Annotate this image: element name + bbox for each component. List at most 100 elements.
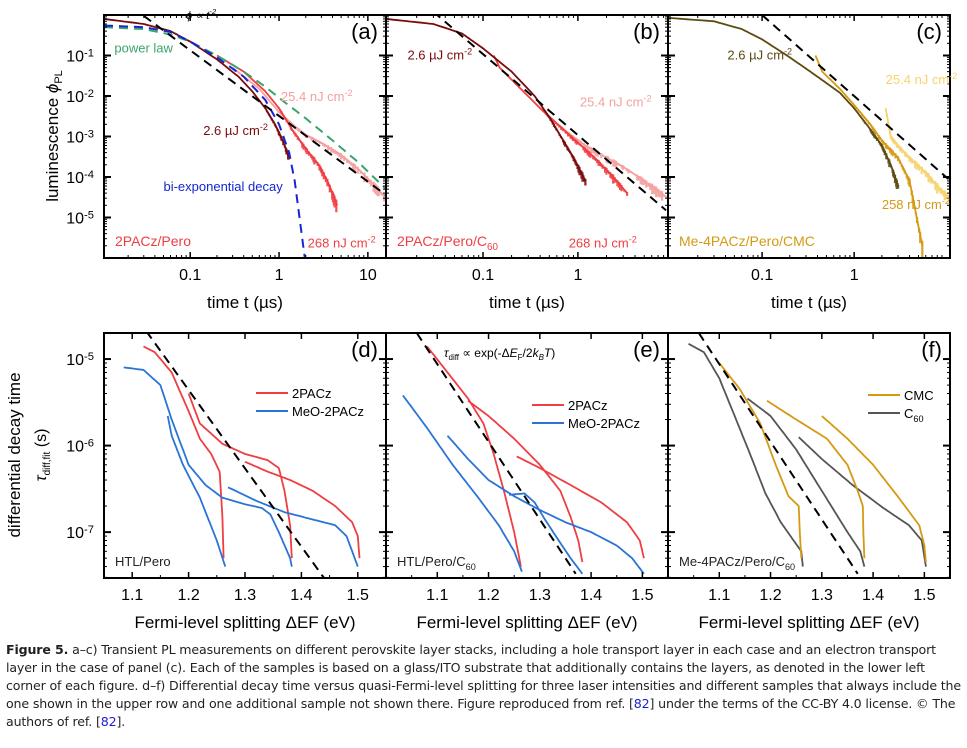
x-tick-label: 1.4 [580,587,602,604]
series-d-meo-2pacz-line [123,366,293,567]
y-tick-label: 10-1 [66,48,94,66]
series-e-meo-2pacz-line [402,394,523,572]
series-d-2pacz-line [187,393,293,559]
x-tick-label: 1.5 [631,587,653,604]
x-axis-label: time t (µs) [207,293,283,312]
series-f-fit-line [697,333,859,575]
series-a-power-law-line [104,26,386,190]
panel-e-plot-area [402,333,645,575]
fit-annotation: τdiff ∝ exp(-ΔEF/2kBT) [444,346,555,362]
series-c-2-6-j-cm-2-noise [847,101,900,189]
panel-label-b: (b) [633,19,660,44]
x-tick-label: 1.1 [426,587,448,604]
annotation: 268 nJ cm-2 [569,235,637,251]
x-tick-label: 1.3 [234,587,256,604]
panel-e-frame [385,332,669,579]
series-f-c60-line [688,343,804,567]
legend-label: 2PACz [292,386,332,401]
series-b-2-6-j-cm-2-line [386,18,587,182]
x-axis-label: time t (µs) [771,293,847,312]
caption-figure-label: Figure 5. [6,642,69,657]
series-f-cmc-line [766,399,866,559]
y-tick-label: 10-3 [66,129,94,147]
x-tick-label: 1 [573,267,582,284]
series-c-dashed-fit-line [761,15,949,180]
series-b-2-6-j-cm-2-noise [537,101,587,186]
series-d-2pacz-line [143,345,225,559]
panel-b-plot-area [386,15,668,212]
series-e-meo-2pacz-line [509,492,584,575]
x-tick-label: 1.3 [529,587,551,604]
y-axis-label-bottom: differential decay time [5,372,24,537]
sample-label: 2PACz/Pero [115,233,191,249]
annotation: 25.4 nJ cm-2 [281,88,353,104]
annotation: 268 nJ cm-2 [308,235,376,251]
panel-c-plot-area [668,15,950,258]
legend-label: 2PACz [568,398,608,413]
annotation: 25.4 nJ cm-2 [886,71,958,87]
panel-label-a: (a) [351,19,378,44]
x-tick-label: 1.1 [708,587,730,604]
series-b-dashed-fit-line [435,15,667,212]
figure-5: 0.1 1 10 10-1 10-2 10-3 10-4 10-5 (a) 2PACz/Pero t… [5,7,957,632]
caption-ref-link-2[interactable]: 82 [100,714,117,729]
series-a-25-4-nj-cm-2-line [232,67,386,199]
series-a--t-2-line [143,15,386,196]
series-e-2pacz-line [516,455,645,559]
text-layer: 0.1 1 10 10-1 10-2 10-3 10-4 10-5 (a) 2PACz/Pero t… [5,7,957,632]
series-c-2-6-j-cm-2-line [668,17,899,187]
caption-text-1: a–c) Transient PL measurements on differ… [6,642,961,711]
legend-label: MeO-2PACz [568,416,640,431]
panel-c-frame [667,14,951,259]
sample-label: Me-4PACz/Pero/C60 [679,554,795,572]
legend-label: CMC [904,388,934,403]
panel-label-d: (d) [351,337,378,362]
x-axis-label: Fermi-level splitting ΔEF (eV) [134,613,355,632]
panel-label-e: (e) [633,337,660,362]
x-tick-label: 0.1 [472,267,494,284]
caption-text-3: ]. [116,714,126,729]
x-tick-label: 0.1 [179,267,201,284]
caption-ref-link[interactable]: 82 [633,696,650,711]
series-d-fit-line [146,333,325,578]
legend-label: C60 [904,406,924,424]
series-c-258-nj-cm-2-line [814,55,924,246]
panel-f-frame [667,332,951,579]
x-tick-label: 1.2 [477,587,499,604]
y-tick-label: 10-7 [66,524,94,542]
series-d-meo-2pacz-line [227,486,359,567]
x-tick-label: 1.5 [347,587,369,604]
series-f-c60-line [798,436,927,567]
annotation: 25.4 nJ cm-2 [580,94,652,110]
sample-label: HTL/Pero/C60 [397,554,476,572]
curves-layer [104,15,950,578]
panel-f-plot-area [688,333,927,575]
x-tick-label: 1.4 [290,587,312,604]
panel-d-frame [103,332,387,579]
x-tick-label: 1.5 [913,587,935,604]
y-tick-label: 10-4 [66,169,94,187]
x-tick-label: 0.1 [751,267,773,284]
y-tick-label: 10-5 [66,210,94,228]
sample-label: Me-4PACz/Pero/CMC [679,233,815,249]
series-b-25-4-nj-cm-2-line [539,107,668,199]
annotation: 258 nJ cm-2 [882,196,950,212]
series-a-268-nj-cm-2-line [216,54,338,206]
series-a-bi-exponential-decay-line [104,24,306,258]
frames-layer [103,14,951,579]
series-e-meo-2pacz-line [446,435,645,575]
x-tick-label: 1 [275,267,284,284]
series-e-2pacz-line [467,399,584,563]
panel-a-plot-area [104,15,386,258]
x-tick-label: 1.2 [759,587,781,604]
y-axis-label-top: luminescence ϕPL [43,70,65,202]
y-tick-label: 10-6 [66,438,94,456]
annotation: 2.6 µJ cm-2 [407,46,472,62]
y-tick-label: 10-5 [66,351,94,369]
legend-label: MeO-2PACz [292,404,364,419]
x-axis-label: time t (µs) [489,293,565,312]
series-f-cmc-line [821,415,927,563]
caption-text-2: ] under the terms of the CC-BY 4.0 licen… [6,696,956,729]
annotation: 2.6 µJ cm-2 [727,46,792,62]
annotation: power law [114,40,173,55]
